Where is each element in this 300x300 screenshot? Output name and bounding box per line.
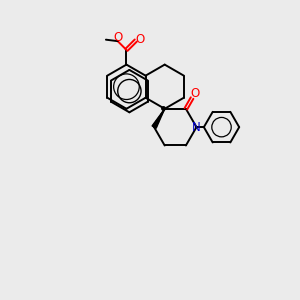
Text: O: O [135,33,144,46]
Polygon shape [152,109,165,128]
Text: N: N [192,121,201,134]
Text: O: O [114,31,123,44]
Text: O: O [190,87,199,100]
